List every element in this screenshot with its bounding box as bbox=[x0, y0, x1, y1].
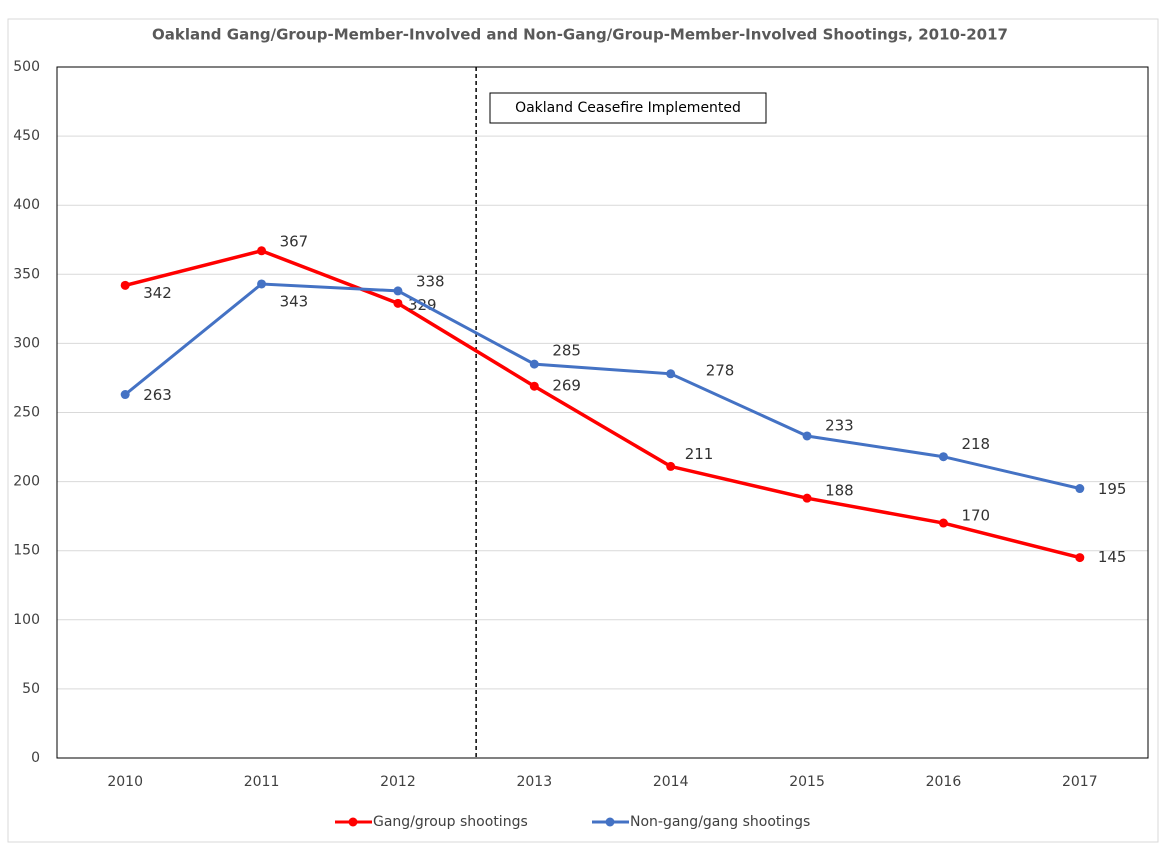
y-tick-label: 250 bbox=[13, 405, 40, 421]
x-tick-label: 2011 bbox=[244, 774, 280, 790]
chart-title: Oakland Gang/Group-Member-Involved and N… bbox=[152, 26, 1008, 44]
x-tick-label: 2013 bbox=[516, 774, 552, 790]
data-label: 342 bbox=[143, 284, 172, 302]
data-label: 211 bbox=[685, 445, 714, 463]
data-point bbox=[120, 390, 130, 400]
x-tick-label: 2012 bbox=[380, 774, 416, 790]
y-tick-label: 100 bbox=[13, 612, 40, 628]
data-point bbox=[257, 279, 267, 289]
data-point bbox=[666, 461, 676, 471]
data-point bbox=[393, 298, 403, 308]
legend-marker bbox=[605, 817, 615, 827]
x-tick-label: 2015 bbox=[789, 774, 825, 790]
data-label: 278 bbox=[706, 361, 735, 379]
data-point bbox=[393, 286, 403, 296]
data-label: 218 bbox=[961, 435, 990, 453]
data-label: 285 bbox=[552, 342, 581, 360]
data-label: 367 bbox=[280, 232, 309, 250]
y-tick-label: 300 bbox=[13, 335, 40, 351]
y-tick-label: 50 bbox=[22, 681, 40, 697]
x-tick-label: 2014 bbox=[653, 774, 689, 790]
data-label: 343 bbox=[280, 292, 309, 310]
y-tick-label: 400 bbox=[13, 197, 40, 213]
data-point bbox=[938, 518, 948, 528]
data-point bbox=[938, 452, 948, 462]
legend-label: Non-gang/gang shootings bbox=[630, 814, 810, 830]
data-point bbox=[1075, 484, 1085, 494]
data-label: 263 bbox=[143, 386, 172, 404]
series-line bbox=[124, 248, 1081, 560]
x-tick-label: 2016 bbox=[926, 774, 962, 790]
data-point bbox=[802, 431, 812, 441]
y-tick-label: 0 bbox=[31, 750, 40, 766]
y-tick-label: 200 bbox=[13, 474, 40, 490]
plot-border bbox=[56, 66, 1149, 759]
annotation: Oakland Ceasefire Implemented bbox=[515, 100, 741, 116]
data-label: 195 bbox=[1098, 480, 1127, 498]
y-tick-label: 500 bbox=[13, 59, 40, 75]
data-label: 269 bbox=[552, 377, 581, 395]
chart-border bbox=[7, 18, 1159, 843]
annotation-box bbox=[489, 92, 767, 124]
data-point bbox=[120, 280, 130, 290]
legend-marker bbox=[348, 817, 358, 827]
series-line bbox=[124, 282, 1081, 490]
y-tick-label: 350 bbox=[13, 266, 40, 282]
data-point bbox=[529, 381, 539, 391]
data-label: 233 bbox=[825, 416, 854, 434]
legend-label: Gang/group shootings bbox=[373, 814, 528, 830]
y-tick-label: 150 bbox=[13, 543, 40, 559]
data-point bbox=[529, 359, 539, 369]
data-point bbox=[257, 246, 267, 256]
data-label: 170 bbox=[961, 507, 990, 525]
data-point bbox=[666, 369, 676, 379]
y-tick-label: 450 bbox=[13, 128, 40, 144]
data-label: 145 bbox=[1098, 548, 1127, 566]
x-tick-label: 2017 bbox=[1062, 774, 1098, 790]
data-label: 188 bbox=[825, 482, 854, 500]
x-tick-label: 2010 bbox=[107, 774, 143, 790]
data-label: 338 bbox=[416, 272, 445, 290]
data-point bbox=[802, 493, 812, 503]
data-point bbox=[1075, 553, 1085, 563]
